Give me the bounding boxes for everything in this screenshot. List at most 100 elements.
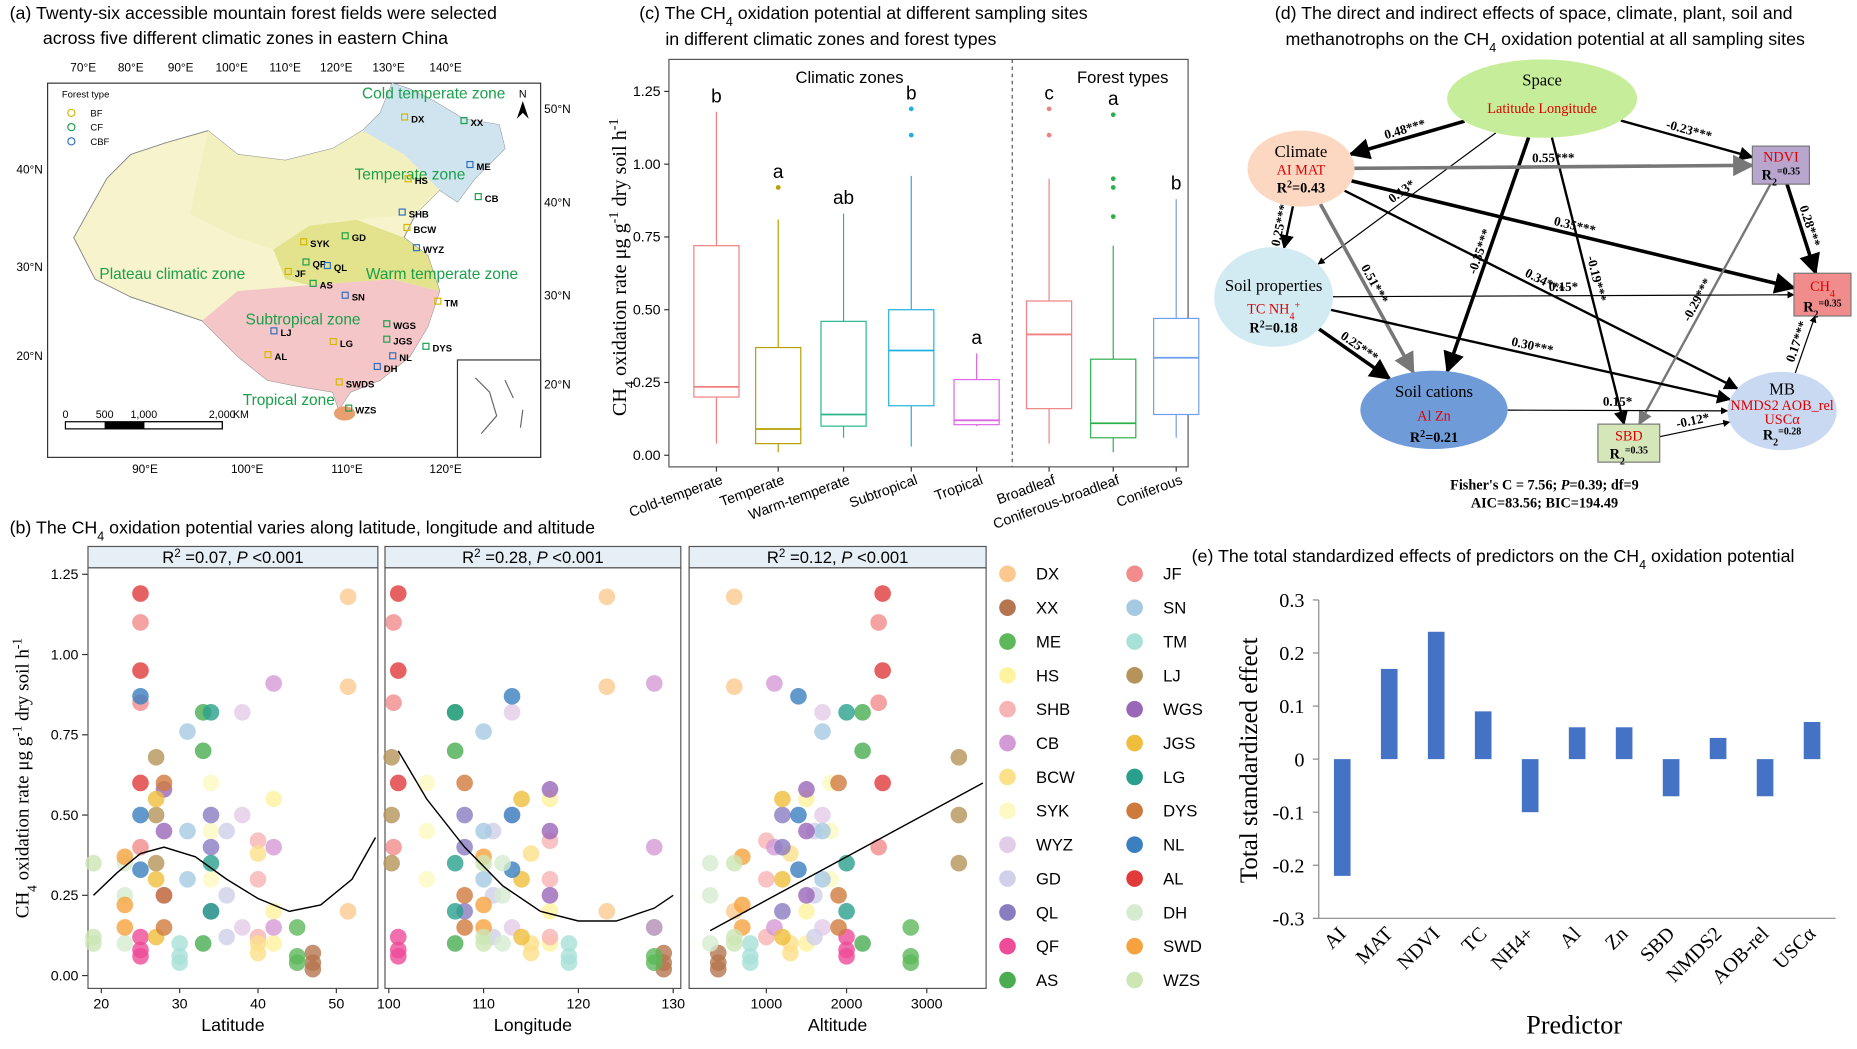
facet-strip-label-part: <0.001 [852,548,908,567]
y-tick-label: 1.25 [51,567,79,583]
point [733,896,751,914]
site-marker [460,117,468,125]
facet-strip-label: R2 =0.07, P <0.001 [162,547,303,568]
point [814,806,831,824]
y-axis-label-part: dry soil h [609,130,631,211]
point [503,704,521,721]
facet-strip-label-part: <0.001 [248,548,304,567]
point [725,935,743,952]
point [265,790,282,808]
legend-marker [1126,836,1143,853]
legend-label: LG [1163,768,1185,787]
node-label-part: 2 [1287,179,1292,190]
point [249,832,267,850]
point [830,774,847,792]
node-label-part: Latitude Longitude [1487,101,1597,117]
chart-title-part: 4 [97,529,104,543]
x-tick-label: Tropical [933,472,986,504]
facet-strip-label-part: 2 [779,547,785,560]
point [725,854,743,872]
y-axis-label-part: 4 [622,381,638,388]
diagram-title-part: oxidation potential at all sampling site… [1496,29,1805,49]
node-label-part: 2 [1420,428,1425,439]
x-tick-label: TC [1458,923,1492,957]
site-marker [323,261,331,270]
legend-label: AL [1163,869,1183,888]
path-arrow [1318,203,1415,375]
box [1153,317,1200,416]
point [234,806,251,824]
point [874,662,891,679]
site-marker [302,258,310,266]
significance-letter: a [971,328,982,349]
legend-marker [67,122,76,132]
edges [1279,119,1820,438]
group-header: Forest types [1077,68,1168,87]
point [494,935,511,952]
node-label: USCα [1764,412,1800,428]
point [116,896,134,914]
point [701,886,719,904]
point [475,723,492,740]
site-marker [284,267,292,276]
node-shape [1751,145,1810,185]
node-label-part: =0.21 [1425,430,1458,446]
point [132,947,149,965]
point [456,806,473,824]
point [171,954,188,972]
path-arrow [1620,119,1754,161]
node-label: R2=0.35 [1803,298,1841,320]
box [1090,358,1137,439]
node-label-part: 2 [1620,456,1625,467]
node-label: R2=0.35 [1762,166,1800,188]
scale-label: 2,000 [209,409,236,421]
y-tick-label: 0.1 [1279,696,1304,718]
point [116,848,134,866]
path-arrow [1351,179,1797,294]
chart-title-part: in different climatic zones and forest t… [665,29,996,49]
x-tick-label: 120 [567,997,591,1013]
bar [1662,759,1680,797]
point [475,896,492,914]
node-label-part: =0.35 [1819,298,1842,309]
legend-marker [1126,870,1143,887]
x-tick-label: USCα [1770,923,1821,974]
significance-letter: b [711,86,722,107]
site-label: BCW [414,225,437,236]
point [725,678,743,695]
legend-label: QL [1036,903,1058,922]
y-axis-label: Total standardized effect [1236,637,1263,883]
path-arrow [1344,189,1739,390]
legend-marker [999,734,1016,752]
legend-label: NL [1163,836,1184,855]
point [522,944,540,962]
point [560,954,578,972]
map-title: (a) Twenty-six accessible mountain fores… [10,3,497,23]
chart-title: in different climatic zones and forest t… [665,29,996,49]
site-label: SWDS [346,379,375,390]
zone-label: Plateau climatic zone [99,266,245,283]
node-label-part: R [1249,321,1260,337]
outlier [908,106,914,112]
point [798,886,815,904]
path-arrow [1348,119,1465,160]
legend-marker [999,599,1016,616]
legend-label: SN [1163,599,1186,618]
point [85,854,102,872]
node-label-part: NMDS2 AOB_rel [1730,398,1833,414]
point [701,854,719,872]
path-arrow [1794,315,1817,374]
path-coefficient: 0.13* [1385,176,1418,206]
zone-label: Cold temperate zone [362,86,505,103]
north-label: N [519,88,527,100]
point [874,774,891,792]
facet-strip-label-part: R [462,548,474,567]
outlier [1046,106,1052,112]
legend-marker [67,137,76,146]
legend-title: Forest type [62,89,110,100]
path-arrow [1550,137,1628,426]
point [218,886,235,904]
node-shape [1447,59,1638,138]
point [758,870,775,888]
